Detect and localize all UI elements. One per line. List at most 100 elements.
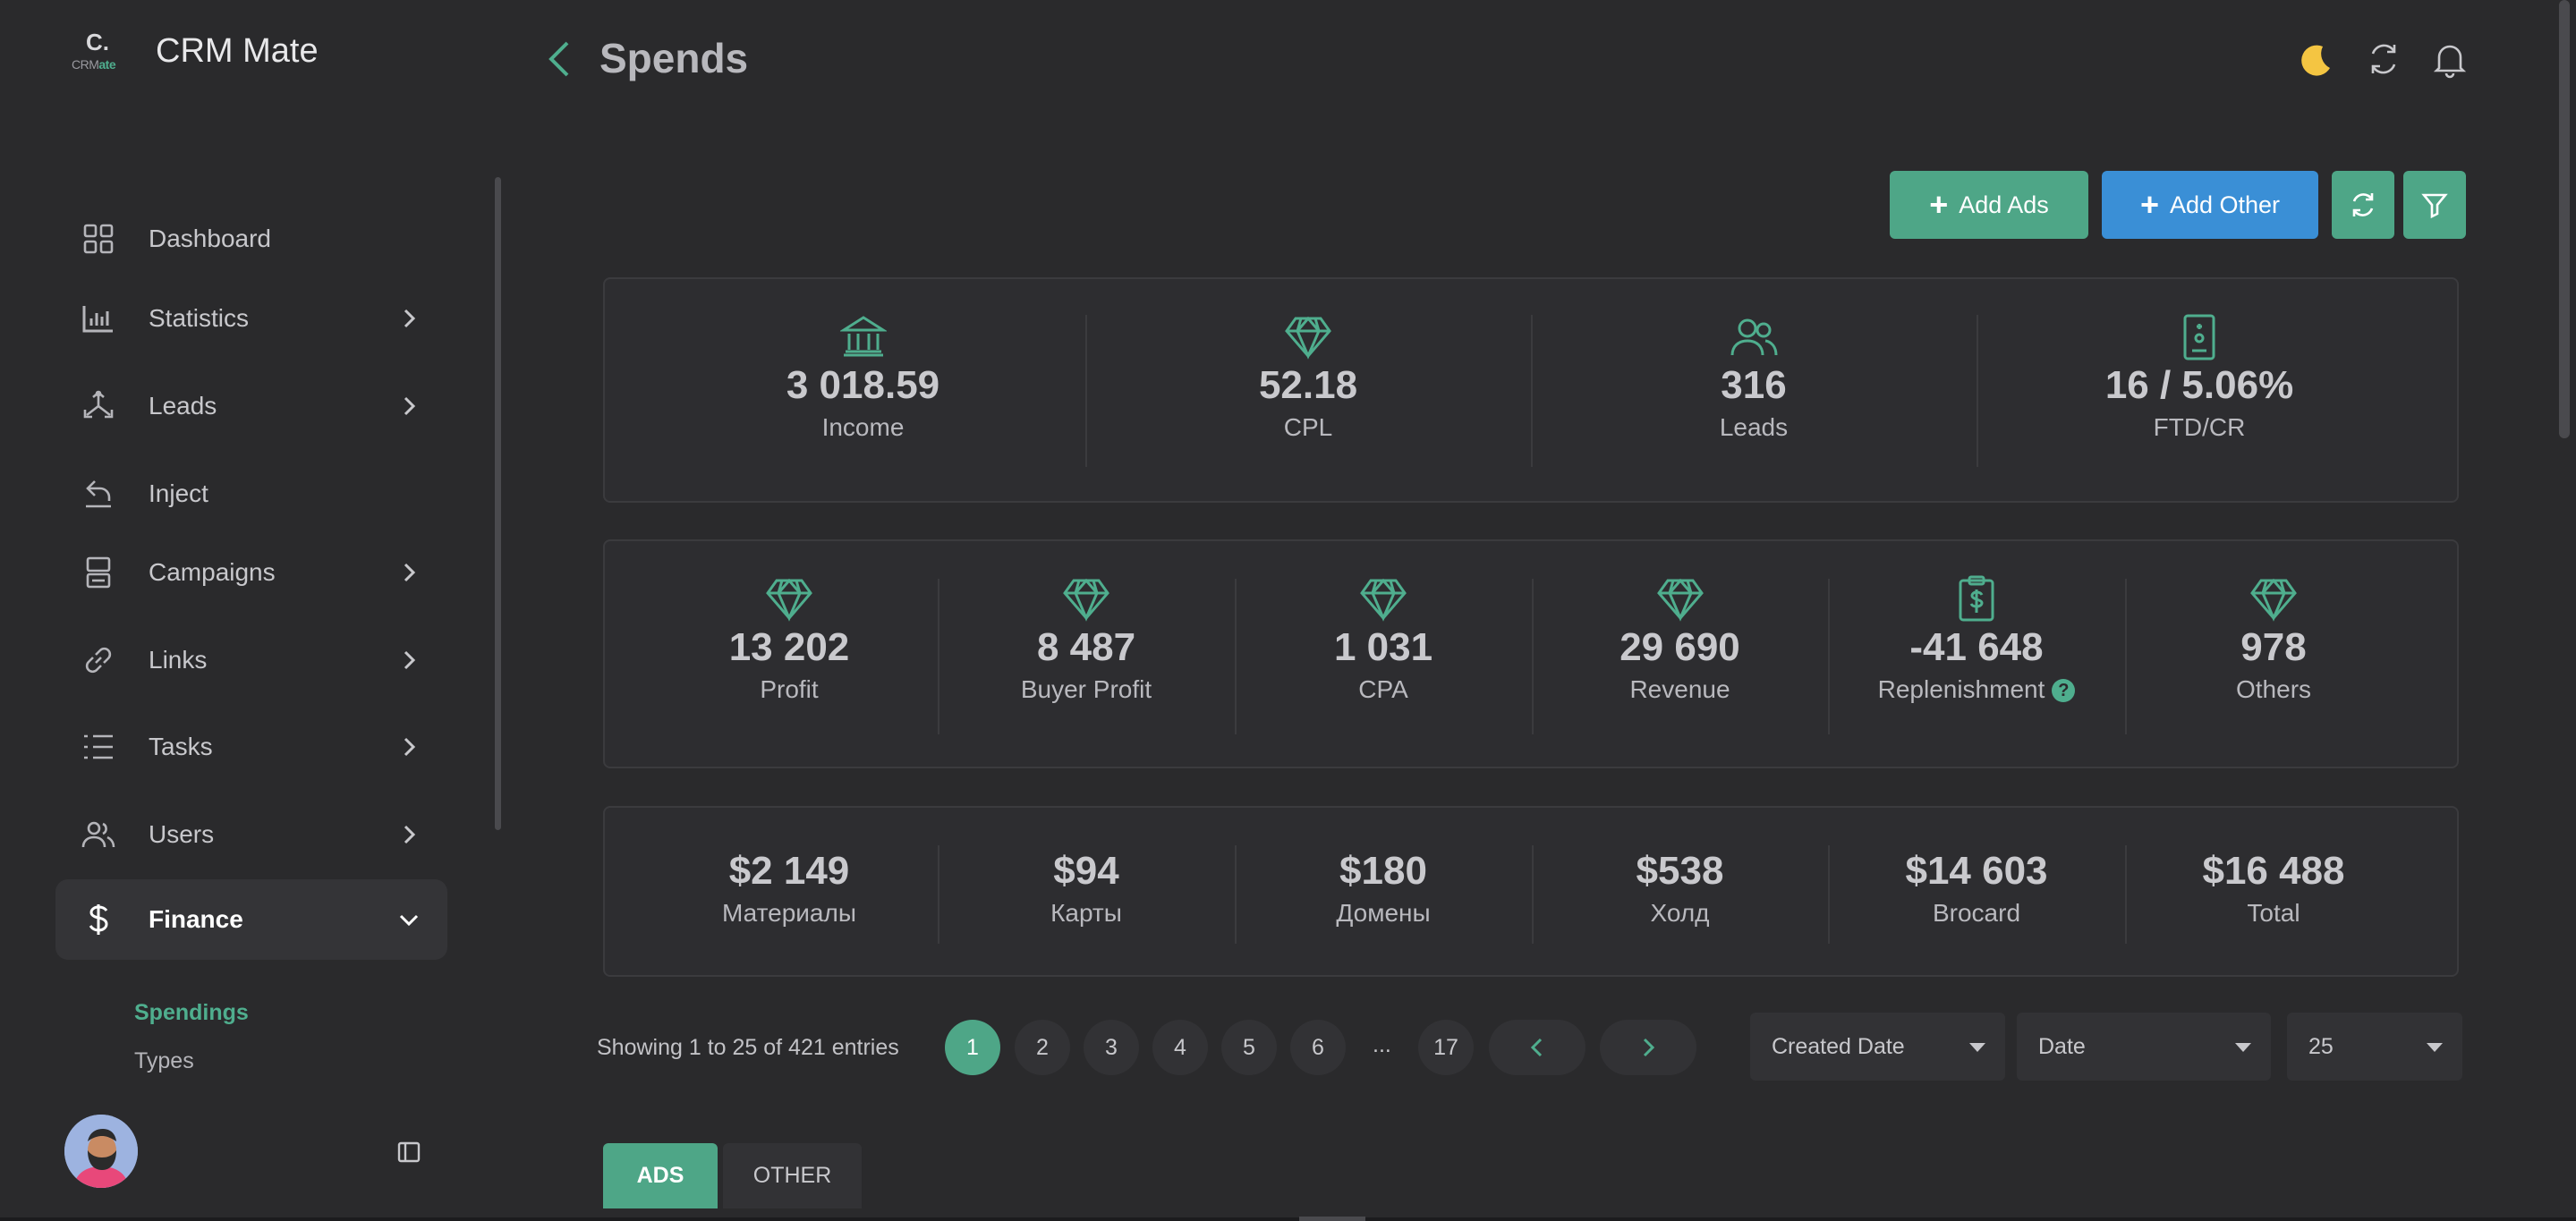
inject-icon: [81, 476, 116, 512]
bar-chart-icon: [81, 301, 116, 336]
grid-icon: [81, 221, 116, 257]
sidebar-item-finance[interactable]: Finance: [55, 879, 447, 960]
chevron-right-icon: [404, 563, 416, 582]
chevron-right-icon: [404, 825, 416, 844]
bell-icon[interactable]: [2430, 39, 2470, 79]
page-button-last[interactable]: 17: [1418, 1020, 1474, 1075]
refresh-icon: [2352, 193, 2374, 216]
caret-down-icon: [2235, 1043, 2251, 1052]
chevron-right-icon: [404, 650, 416, 670]
next-page-button[interactable]: [1600, 1020, 1696, 1075]
caret-down-icon: [1969, 1043, 1985, 1052]
sidebar-item-label: Campaigns: [149, 558, 276, 586]
sidebar-item-tasks[interactable]: Tasks: [55, 707, 447, 787]
sidebar-item-label: Statistics: [149, 304, 250, 332]
diamond-icon: [2248, 573, 2300, 625]
page-title: Spends: [599, 35, 749, 81]
page-button-1[interactable]: 1: [945, 1020, 1000, 1075]
back-arrow-icon[interactable]: [544, 39, 576, 79]
filter-icon: [2421, 193, 2448, 218]
chevron-left-icon: [1530, 1038, 1543, 1057]
sidebar-item-dashboard[interactable]: Dashboard: [55, 199, 447, 279]
per-page-select[interactable]: 25: [2287, 1013, 2462, 1081]
metric-others: 978 Others: [2125, 541, 2422, 767]
refresh-icon[interactable]: [2364, 39, 2403, 79]
help-icon[interactable]: ?: [2052, 679, 2076, 702]
chevron-down-icon: [399, 914, 419, 927]
spend-total: $16 488 Total: [2202, 849, 2345, 927]
pagination-ellipsis: ...: [1373, 1032, 1391, 1057]
spends-card: $2 149 Материалы $94 Карты $180 Домены $…: [603, 806, 2459, 977]
moon-icon[interactable]: [2296, 39, 2335, 79]
link-icon: [81, 642, 116, 678]
sidebar-subitem-spendings[interactable]: Spendings: [134, 1000, 249, 1025]
tab-other[interactable]: OTHER: [723, 1143, 862, 1208]
clipboard-dollar-icon: [1951, 573, 2002, 625]
sidebar-item-inject[interactable]: Inject: [55, 454, 447, 534]
metric-profit: 13 202 Profit: [641, 541, 938, 767]
sidebar-item-label: Inject: [149, 479, 208, 507]
sidebar-item-statistics[interactable]: Statistics: [55, 278, 447, 359]
sidebar-item-links[interactable]: Links: [55, 620, 447, 700]
chevron-right-icon: [404, 396, 416, 416]
stat-income: 3 018.59 Income: [605, 279, 1121, 501]
diamond-icon: [1357, 573, 1409, 625]
add-other-button[interactable]: + Add Other: [2102, 171, 2318, 239]
spend-hold: $538 Холд: [1636, 849, 1724, 927]
page-button-6[interactable]: 6: [1290, 1020, 1346, 1075]
filter-button[interactable]: [2403, 171, 2466, 239]
refresh-button[interactable]: [2332, 171, 2394, 239]
sidebar-scrollbar[interactable]: [495, 177, 501, 830]
badge-icon: [2173, 311, 2225, 363]
sidebar-item-campaigns[interactable]: Campaigns: [55, 532, 447, 613]
sidebar-item-users[interactable]: Users: [55, 794, 447, 875]
diamond-icon: [763, 573, 815, 625]
bank-icon: [837, 311, 889, 363]
list-icon: [81, 729, 116, 765]
metric-revenue: 29 690 Revenue: [1532, 541, 1828, 767]
stat-cpl: 52.18 CPL: [1085, 279, 1531, 501]
page-button-3[interactable]: 3: [1084, 1020, 1139, 1075]
diamond-icon: [1282, 311, 1334, 363]
date-select[interactable]: Date: [2017, 1013, 2271, 1081]
sidebar-subitem-types[interactable]: Types: [134, 1048, 194, 1073]
spend-materials: $2 149 Материалы: [722, 849, 856, 927]
page-button-5[interactable]: 5: [1221, 1020, 1277, 1075]
sort-select[interactable]: Created Date: [1750, 1013, 2005, 1081]
stat-leads: 316 Leads: [1531, 279, 1977, 501]
metric-buyer-profit: 8 487 Buyer Profit: [938, 541, 1235, 767]
entries-info: Showing 1 to 25 of 421 entries: [597, 1035, 899, 1060]
metric-replenishment: -41 648 Replenishment?: [1828, 541, 2125, 767]
sidebar-item-leads[interactable]: Leads: [55, 366, 447, 446]
sidebar-item-label: Users: [149, 820, 215, 848]
users-icon: [1728, 311, 1780, 363]
tab-ads[interactable]: ADS: [603, 1143, 718, 1208]
prev-page-button[interactable]: [1489, 1020, 1586, 1075]
avatar-image: [64, 1115, 138, 1188]
metric-cpa: 1 031 CPA: [1235, 541, 1532, 767]
diamond-icon: [1060, 573, 1112, 625]
chevron-right-icon: [404, 737, 416, 757]
page-button-2[interactable]: 2: [1015, 1020, 1070, 1075]
caret-down-icon: [2427, 1043, 2443, 1052]
add-ads-button[interactable]: + Add Ads: [1890, 171, 2088, 239]
resize-handle[interactable]: [1299, 1217, 1365, 1221]
page-button-4[interactable]: 4: [1152, 1020, 1208, 1075]
stat-ftd-cr: 16 / 5.06% FTD/CR: [1977, 279, 2422, 501]
metrics-card: 13 202 Profit 8 487 Buyer Profit 1 031 C…: [603, 539, 2459, 768]
app-logo[interactable]: C. CRMate CRM Mate: [70, 27, 319, 75]
sidebar: C. CRMate CRM Mate Dashboard Statistics: [0, 0, 501, 1221]
sidebar-collapse-icon[interactable]: [397, 1141, 421, 1163]
spend-domains: $180 Домены: [1336, 849, 1431, 927]
avatar[interactable]: [64, 1115, 138, 1188]
dollar-icon: [81, 902, 116, 937]
sidebar-item-label: Leads: [149, 392, 217, 420]
sidebar-item-label: Links: [149, 646, 208, 674]
sidebar-item-label: Dashboard: [149, 225, 271, 252]
campaign-icon: [81, 555, 116, 590]
diamond-icon: [1654, 573, 1706, 625]
network-icon: [81, 388, 116, 424]
chevron-right-icon: [404, 309, 416, 328]
main-scrollbar[interactable]: [2559, 0, 2570, 438]
